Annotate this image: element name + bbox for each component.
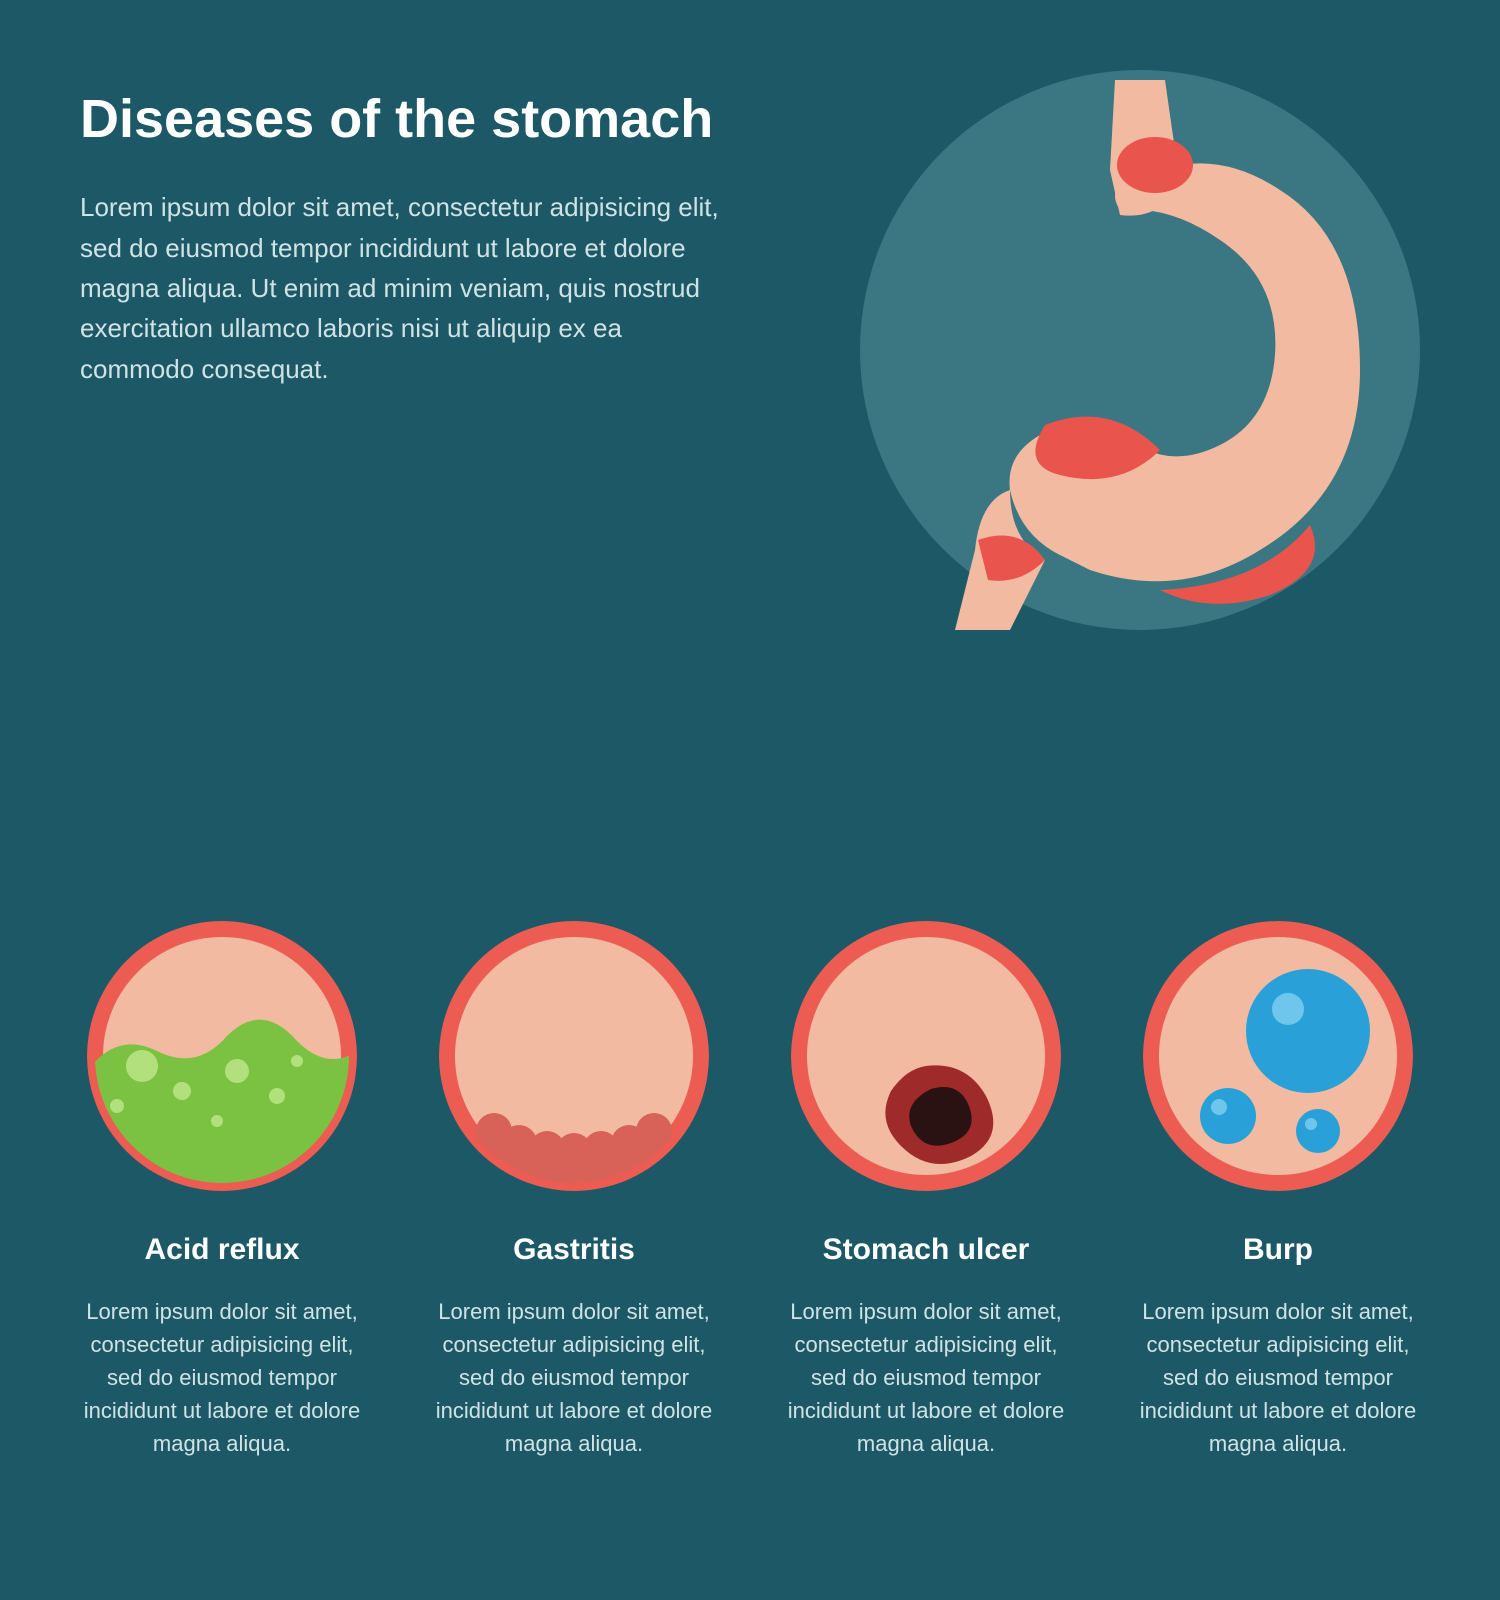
acid-reflux-icon <box>87 921 357 1191</box>
item-desc: Lorem ipsum dolor sit amet, consectetur … <box>766 1295 1086 1460</box>
item-title: Gastritis <box>513 1233 635 1267</box>
disease-items-row: Acid reflux Lorem ipsum dolor sit amet, … <box>0 921 1500 1460</box>
page-title: Diseases of the stomach <box>80 90 820 149</box>
item-title: Acid reflux <box>144 1233 299 1267</box>
stomach-ulcer-icon <box>791 921 1061 1191</box>
hero-section: Diseases of the stomach Lorem ipsum dolo… <box>80 70 1420 630</box>
infographic-canvas: Diseases of the stomach Lorem ipsum dolo… <box>0 0 1500 1600</box>
item-burp: Burp Lorem ipsum dolor sit amet, consect… <box>1118 921 1438 1460</box>
item-gastritis: Gastritis Lorem ipsum dolor sit amet, co… <box>414 921 734 1460</box>
hero-text-block: Diseases of the stomach Lorem ipsum dolo… <box>80 70 820 630</box>
item-desc: Lorem ipsum dolor sit amet, consectetur … <box>62 1295 382 1460</box>
item-acid-reflux: Acid reflux Lorem ipsum dolor sit amet, … <box>62 921 382 1460</box>
stomach-icon <box>860 70 1420 630</box>
intro-paragraph: Lorem ipsum dolor sit amet, consectetur … <box>80 187 720 388</box>
item-stomach-ulcer: Stomach ulcer Lorem ipsum dolor sit amet… <box>766 921 1086 1460</box>
burp-icon <box>1143 921 1413 1191</box>
item-title: Stomach ulcer <box>823 1233 1030 1267</box>
item-title: Burp <box>1243 1233 1313 1267</box>
item-desc: Lorem ipsum dolor sit amet, consectetur … <box>1118 1295 1438 1460</box>
item-desc: Lorem ipsum dolor sit amet, consectetur … <box>414 1295 734 1460</box>
stomach-hero-figure <box>860 70 1420 630</box>
gastritis-icon <box>439 921 709 1191</box>
